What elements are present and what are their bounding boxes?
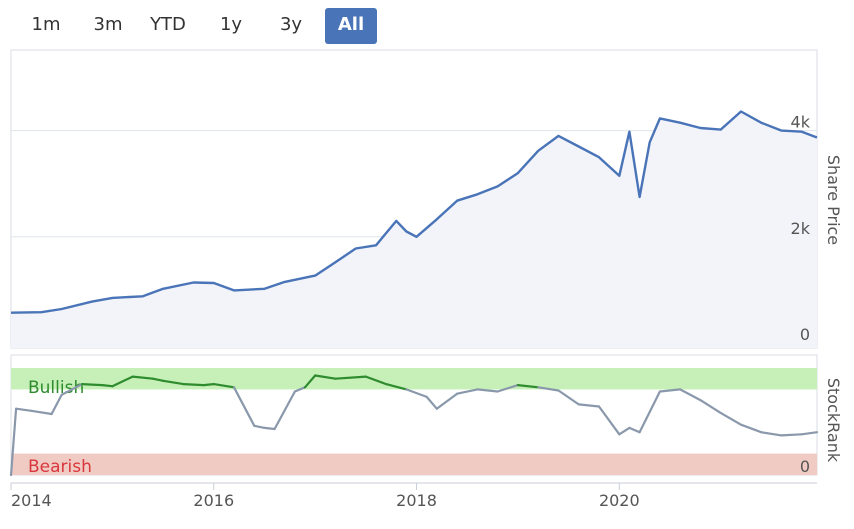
stockrank-segment: [50, 393, 63, 416]
stockrank-segment: [699, 399, 722, 414]
stockrank-segment: [496, 384, 520, 393]
range-button-3m[interactable]: 3m: [93, 14, 123, 35]
x-tick-label: 2018: [396, 491, 437, 510]
stockrank-segment: [334, 375, 367, 380]
stockrank-segment: [456, 388, 479, 395]
share-price-panel: 0 2k 4k Share Price: [10, 49, 843, 349]
bearish-zone: [11, 453, 817, 475]
price-y-tick-label: 2k: [791, 219, 811, 238]
stockrank-segment: [273, 390, 296, 431]
stockrank-segment: [60, 383, 84, 396]
stockrank-segment: [364, 375, 388, 386]
bullish-zone: [11, 368, 817, 390]
stockrank-series: [9, 374, 819, 477]
stockrank-segment: [15, 407, 33, 412]
stockrank-segment: [111, 375, 134, 388]
stockrank-segment: [780, 433, 803, 437]
range-button-1m[interactable]: 1m: [31, 14, 61, 35]
x-tick-label: 2020: [599, 491, 640, 510]
stockrank-segment: [182, 383, 205, 387]
stockrank-segment: [202, 383, 215, 387]
time-x-axis: 2014 2016 2018 2020: [10, 482, 817, 510]
stockrank-segment: [537, 386, 560, 392]
stockrank-segment: [253, 424, 266, 429]
range-selector: 1m 3m YTD 1y 3y All: [0, 0, 854, 48]
price-series-line: [10, 110, 818, 314]
stockrank-segment: [800, 431, 819, 436]
rank-y-axis-label: StockRank: [824, 378, 843, 463]
rank-y-axis-ticks: 0: [800, 457, 810, 476]
price-y-tick-label: 0: [800, 325, 810, 344]
stockrank-segment: [30, 409, 53, 416]
range-button-ytd[interactable]: YTD: [150, 14, 186, 35]
stockrank-segment: [435, 392, 459, 410]
stockrank-segment: [638, 390, 662, 434]
stockrank-segment: [597, 405, 621, 436]
stockrank-segment: [263, 426, 276, 431]
stockrank-segment: [577, 403, 601, 408]
rank-y-tick-label: 0: [800, 457, 810, 476]
stockrank-segment: [131, 375, 154, 380]
price-y-axis-label: Share Price: [824, 155, 843, 245]
stockrank-segment: [80, 383, 104, 387]
stockrank-segment: [618, 426, 631, 436]
bearish-zone-label: Bearish: [28, 457, 92, 477]
stockrank-segment: [658, 388, 682, 393]
range-button-all[interactable]: All: [325, 8, 377, 44]
range-button-3y[interactable]: 3y: [279, 14, 303, 35]
stockrank-segment: [760, 431, 783, 437]
stockrank-segment: [9, 407, 18, 477]
stockrank-segment: [628, 426, 641, 434]
x-axis-ticks: 2014 2016 2018 2020: [10, 483, 640, 510]
stockrank-segment: [151, 377, 165, 382]
stockrank-segment: [385, 383, 408, 391]
stockrank-segment: [739, 423, 763, 434]
x-tick-label: 2014: [11, 491, 52, 510]
price-y-tick-label: 4k: [791, 113, 811, 132]
stockrank-segment: [405, 388, 428, 398]
stockrank-segment: [293, 386, 307, 393]
range-button-1y[interactable]: 1y: [219, 14, 243, 35]
price-area-fill: [11, 111, 817, 348]
stockrank-segment: [425, 395, 438, 410]
stockrank-segment: [516, 384, 540, 389]
stockrank-segment: [314, 374, 337, 380]
stockrank-segment: [678, 388, 702, 402]
stockrank-segment: [303, 374, 317, 389]
stockrank-segment: [232, 386, 256, 427]
stockrank-segment: [101, 384, 114, 388]
stockrank-segment: [162, 379, 185, 386]
stockrank-segment: [557, 389, 580, 406]
stockrank-segment: [476, 388, 499, 393]
stockrank-segment: [719, 411, 743, 426]
bullish-zone-label: Bullish: [28, 378, 84, 398]
stockrank-panel: Bullish Bearish 0 StockRank: [9, 354, 843, 477]
stockrank-segment: [212, 383, 236, 389]
price-y-axis-ticks: 0 2k 4k: [791, 113, 811, 344]
x-tick-label: 2016: [193, 491, 234, 510]
